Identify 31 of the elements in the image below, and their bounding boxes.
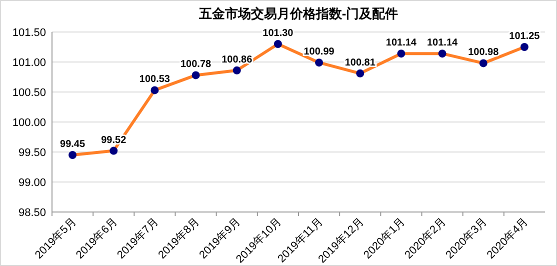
point (479, 59, 488, 68)
point (274, 40, 282, 48)
point (110, 146, 118, 155)
data-label: 101.14 (426, 38, 458, 49)
data-label: 101.30 (262, 28, 294, 39)
point (520, 43, 528, 51)
y-tick-label: 101.50 (12, 27, 46, 39)
point (356, 69, 364, 78)
y-tick-label: 99.50 (18, 147, 46, 159)
y-tick-label: 98.50 (18, 207, 46, 219)
point (68, 151, 77, 159)
data-label: 101.14 (386, 38, 417, 49)
point (232, 66, 241, 74)
chart-title: 五金市场交易月价格指数-门及配件 (198, 6, 398, 21)
data-label: 100.53 (139, 74, 170, 86)
point (150, 86, 159, 94)
point (438, 50, 446, 58)
data-label: 100.78 (180, 59, 212, 70)
y-tick-label: 100.50 (12, 87, 46, 99)
data-label: 100.98 (468, 47, 500, 58)
data-label: 99.45 (60, 139, 86, 150)
y-tick-label: 99.00 (18, 177, 46, 189)
data-label: 100.86 (222, 54, 253, 66)
data-label: 101.25 (509, 31, 540, 42)
y-tick-label: 100.00 (12, 117, 46, 129)
data-label: 100.99 (304, 46, 335, 58)
point (397, 50, 406, 58)
point (192, 71, 200, 80)
point (315, 58, 324, 67)
data-label: 100.81 (344, 57, 376, 68)
y-tick-label: 101.00 (12, 57, 46, 69)
